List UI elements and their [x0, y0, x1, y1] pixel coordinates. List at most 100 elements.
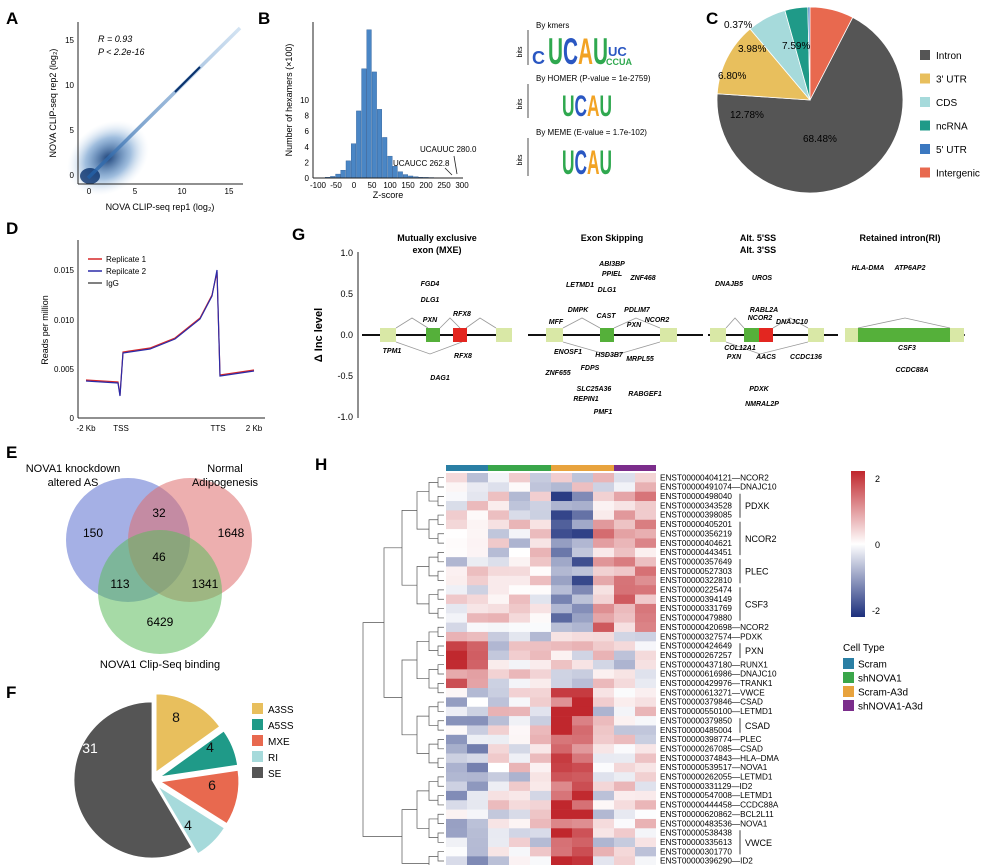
logo-ylabel-1: bits — [517, 46, 524, 57]
h-dendro-branch — [428, 519, 438, 539]
g-gene-es-15: FDPS — [581, 365, 600, 372]
h-cell — [467, 491, 488, 502]
h-cell — [635, 753, 656, 764]
h-cell — [530, 538, 551, 549]
h-row-label: ENST00000331769 — [660, 604, 732, 613]
h-row-label: ENST00000262055—LETMD1 — [660, 773, 773, 782]
g-gene-es-5: DMPK — [568, 307, 590, 314]
h-cell — [593, 660, 614, 670]
h-dendro-branch — [428, 556, 438, 577]
d-xtick-0: -2 Kb — [76, 424, 96, 433]
h-cell — [530, 613, 551, 623]
h-cell — [509, 557, 530, 567]
h-cell — [614, 697, 635, 708]
h-legend-swatch — [843, 658, 854, 669]
c-legend-swatch — [920, 50, 930, 60]
h-cb-tick-2: 2 — [875, 474, 880, 484]
h-row-label: ENST00000379850 — [660, 716, 732, 725]
h-cell — [467, 753, 488, 764]
g-gene-mxe-5: RFX8 — [454, 353, 472, 360]
h-dendro-branch — [437, 664, 444, 675]
f-legend-swatch — [252, 751, 263, 762]
h-cell — [593, 753, 614, 764]
h-cell — [446, 697, 467, 708]
h-cell — [488, 501, 509, 511]
h-cell — [635, 529, 656, 539]
h-cell — [530, 790, 551, 801]
h-cell — [635, 519, 656, 530]
h-cell — [509, 762, 530, 773]
h-cell — [572, 678, 593, 689]
a-xtick-2: 10 — [178, 187, 187, 196]
h-row-label: ENST00000374843—HLA–DMA — [660, 754, 779, 763]
h-cell — [593, 669, 614, 679]
h-cell — [488, 809, 509, 820]
d-ytick-2: 0.010 — [54, 316, 75, 325]
h-cell — [467, 660, 488, 670]
h-cell — [446, 706, 467, 717]
h-cell — [635, 762, 656, 773]
h-cell — [572, 762, 593, 773]
h-cell — [446, 688, 467, 698]
density-diagonal — [86, 26, 242, 180]
h-dendro-branch — [437, 608, 444, 619]
h-cell — [551, 519, 572, 530]
h-legend-title: Cell Type — [843, 643, 885, 654]
g-gene-alt-3: NCOR2 — [748, 315, 773, 322]
h-row-label: ENST00000429976—TRANK1 — [660, 679, 773, 688]
g-gene-es-3: LETMD1 — [566, 282, 594, 289]
e-count-1648: 1648 — [218, 526, 245, 540]
panel-f: F 8 4 6 4 31 A3SS A5SS MXE RI SE — [6, 683, 294, 859]
h-cell — [509, 809, 530, 820]
g-gene-alt-6: PXN — [727, 354, 742, 361]
h-group-label: CSAD — [745, 721, 771, 731]
h-cell — [572, 603, 593, 614]
g-gene-mxe-1: DLG1 — [421, 297, 440, 304]
h-row-label: ENST00000538438 — [660, 829, 732, 838]
h-cell — [614, 631, 635, 642]
h-celltype-cell — [446, 465, 467, 471]
h-cell — [572, 547, 593, 558]
f-slice-value: 4 — [206, 739, 214, 755]
g-gene-es-13: MRPL55 — [626, 356, 654, 363]
b-hist-bar — [335, 173, 341, 179]
g-gene-es-8: CAST — [596, 313, 616, 320]
h-row-label: ENST00000424649 — [660, 642, 732, 651]
h-cell — [551, 734, 572, 745]
g-yticks: 1.0 0.5 0.0 -0.5 -1.0 — [337, 248, 353, 422]
h-cell — [614, 706, 635, 717]
d-line-replicate-2 — [85, 269, 255, 397]
h-cell — [488, 473, 509, 483]
d-legend: Replicate 1 Repilcate 2 IgG — [88, 255, 147, 288]
pie-slice — [809, 6, 854, 101]
h-cell — [467, 762, 488, 773]
g-gene-es-6: PDLIM7 — [624, 307, 651, 314]
h-dendro-branch — [416, 790, 429, 829]
h-cell — [467, 725, 488, 736]
h-cell — [614, 669, 635, 679]
g-gene-es-12: HSD3B7 — [595, 352, 624, 359]
h-cell — [488, 594, 509, 605]
f-legend-swatch — [252, 703, 263, 714]
h-cell — [572, 501, 593, 511]
h-row-labels: ENST00000404121—NCOR2ENST00000491074—DNA… — [660, 473, 779, 865]
h-cell — [488, 613, 509, 623]
h-cell — [614, 585, 635, 595]
h-cell — [488, 660, 509, 670]
g-gene-ri-3: CCDC88A — [895, 367, 928, 374]
h-cell — [572, 557, 593, 567]
h-cell — [446, 734, 467, 745]
d-line-replicate-1 — [85, 271, 255, 396]
h-cell — [509, 585, 530, 595]
h-row-label: ENST00000405201 — [660, 520, 732, 529]
h-cell — [467, 818, 488, 829]
b-xtick: 250 — [437, 181, 451, 190]
b-hist-bar — [361, 68, 367, 179]
d-legend-2: Repilcate 2 — [106, 267, 147, 276]
h-cb-tick-neg2: -2 — [872, 606, 880, 616]
alt-exon-green — [744, 328, 759, 342]
density-diagonal-dark — [174, 66, 201, 93]
g-ylabel: Δ Inc level — [313, 308, 325, 362]
h-cell — [509, 669, 530, 679]
g-gene-alt-8: CCDC136 — [790, 354, 822, 361]
